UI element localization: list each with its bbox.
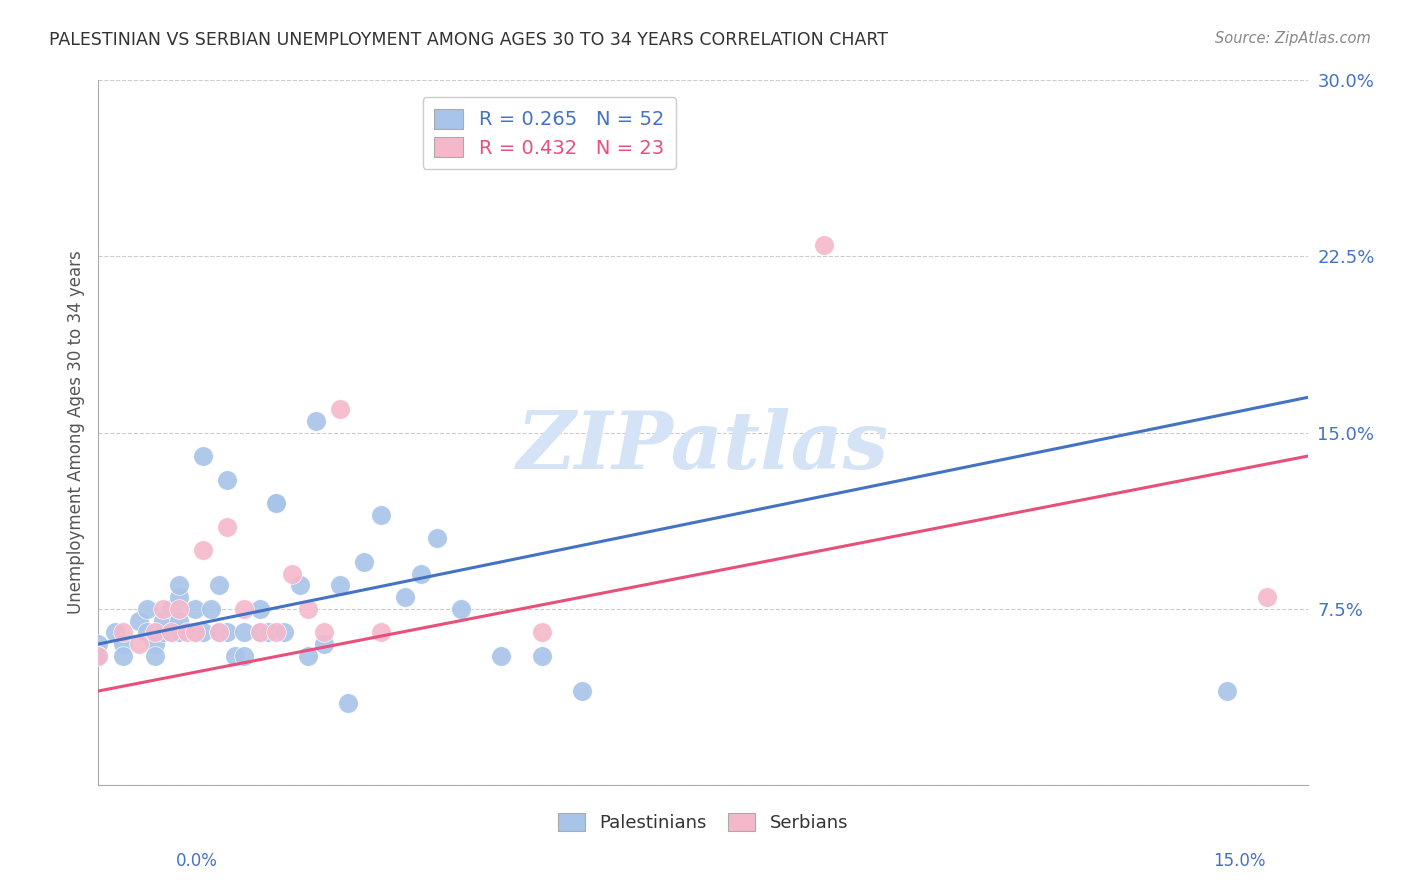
Point [249, 601, 271, 615]
Point [208, 625, 231, 640]
Point [249, 625, 271, 640]
Point [167, 590, 190, 604]
Y-axis label: Unemployment Among Ages 30 to 34 years: Unemployment Among Ages 30 to 34 years [66, 251, 84, 615]
Point [184, 625, 207, 640]
Point [297, 648, 319, 663]
Point [409, 566, 432, 581]
Text: ZIPatlas: ZIPatlas [517, 408, 889, 485]
Point [264, 496, 287, 510]
Point [143, 625, 166, 640]
Point [224, 648, 246, 663]
Point [249, 625, 271, 640]
Point [208, 578, 231, 592]
Point [152, 625, 174, 640]
Point [111, 648, 134, 663]
Point [143, 648, 166, 663]
Point [491, 648, 513, 663]
Point [135, 625, 157, 640]
Point [193, 625, 215, 640]
Point [160, 625, 183, 640]
Point [426, 532, 449, 546]
Point [305, 414, 328, 428]
Point [111, 637, 134, 651]
Point [530, 648, 553, 663]
Point [208, 625, 231, 640]
Point [813, 237, 835, 252]
Legend: Palestinians, Serbians: Palestinians, Serbians [551, 805, 855, 839]
Point [353, 555, 375, 569]
Point [167, 625, 190, 640]
Point [160, 601, 183, 615]
Point [337, 696, 360, 710]
Point [314, 637, 336, 651]
Point [184, 601, 207, 615]
Point [87, 648, 110, 663]
Point [143, 637, 166, 651]
Point [167, 614, 190, 628]
Point [288, 578, 311, 592]
Point [167, 601, 190, 615]
Point [176, 625, 198, 640]
Point [200, 601, 222, 615]
Text: Source: ZipAtlas.com: Source: ZipAtlas.com [1215, 31, 1371, 46]
Point [152, 601, 174, 615]
Point [193, 543, 215, 558]
Point [297, 601, 319, 615]
Text: 15.0%: 15.0% [1213, 852, 1265, 870]
Point [329, 402, 352, 417]
Point [128, 637, 150, 651]
Point [314, 625, 336, 640]
Point [264, 496, 287, 510]
Point [217, 519, 239, 533]
Point [184, 625, 207, 640]
Point [1256, 590, 1278, 604]
Point [450, 601, 472, 615]
Point [87, 637, 110, 651]
Point [135, 601, 157, 615]
Text: PALESTINIAN VS SERBIAN UNEMPLOYMENT AMONG AGES 30 TO 34 YEARS CORRELATION CHART: PALESTINIAN VS SERBIAN UNEMPLOYMENT AMON… [49, 31, 889, 49]
Point [281, 566, 304, 581]
Point [256, 625, 278, 640]
Point [370, 625, 392, 640]
Point [370, 508, 392, 522]
Point [217, 625, 239, 640]
Point [103, 625, 125, 640]
Point [232, 601, 254, 615]
Point [193, 449, 215, 463]
Point [167, 578, 190, 592]
Point [329, 578, 352, 592]
Point [128, 614, 150, 628]
Point [394, 590, 416, 604]
Text: 0.0%: 0.0% [176, 852, 218, 870]
Point [1216, 684, 1239, 698]
Point [217, 473, 239, 487]
Point [273, 625, 295, 640]
Point [152, 614, 174, 628]
Point [111, 625, 134, 640]
Point [232, 625, 254, 640]
Point [530, 625, 553, 640]
Point [160, 625, 183, 640]
Point [87, 648, 110, 663]
Point [264, 625, 287, 640]
Point [232, 648, 254, 663]
Point [571, 684, 593, 698]
